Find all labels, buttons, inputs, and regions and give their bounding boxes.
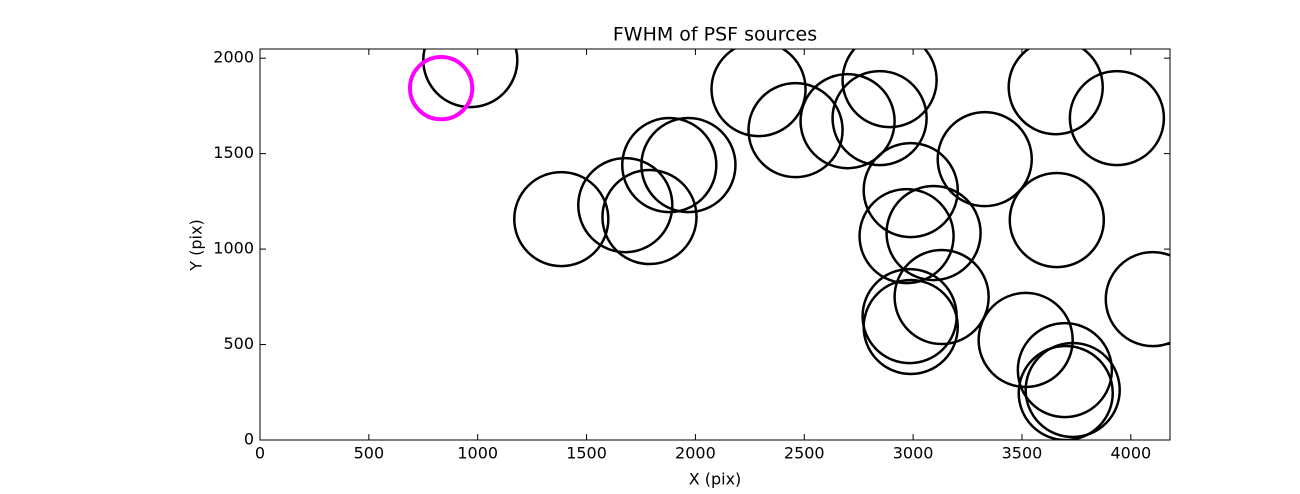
source-circle: [1024, 341, 1121, 439]
plot-area: [407, 49, 1170, 440]
source-circle: [858, 187, 955, 285]
source-circle: [799, 72, 896, 170]
source-circle: [747, 81, 844, 179]
source-circle: [422, 49, 519, 109]
y-tick-label: 0: [244, 430, 254, 449]
source-circle: [831, 69, 928, 167]
y-tick-label: 500: [223, 334, 254, 353]
x-tick-label: 2500: [784, 444, 825, 463]
x-axis-label: X (pix): [689, 470, 742, 489]
source-circle: [577, 156, 674, 254]
source-circle: [1008, 171, 1106, 269]
x-tick-label: 1500: [566, 444, 607, 463]
x-tick-label: 0: [255, 444, 265, 463]
source-circle: [862, 141, 959, 239]
source-circle: [407, 55, 475, 122]
source-circle: [640, 116, 737, 214]
source-circle: [1104, 250, 1170, 348]
source-circle: [1007, 49, 1104, 136]
source-circle: [862, 278, 959, 376]
x-tick-label: 3000: [893, 444, 934, 463]
chart-title: FWHM of PSF sources: [613, 24, 817, 46]
y-axis-label: Y (pix): [187, 219, 206, 271]
x-tick-label: 500: [354, 444, 385, 463]
x-tick-label: 1000: [457, 444, 498, 463]
source-circle: [513, 170, 610, 268]
source-circle: [841, 49, 938, 129]
source-circle: [621, 116, 718, 214]
x-tick-label: 3500: [1002, 444, 1043, 463]
source-circle: [885, 184, 982, 282]
y-tick-label: 2000: [213, 48, 254, 67]
source-circle: [893, 248, 990, 346]
source-circle: [1068, 69, 1166, 167]
source-circle: [710, 49, 807, 138]
source-circle: [1016, 321, 1114, 419]
x-tick-label: 4000: [1110, 444, 1151, 463]
source-circle: [936, 110, 1034, 208]
plot-frame: [259, 48, 1171, 441]
y-tick-label: 1500: [213, 143, 254, 162]
y-tick-label: 1000: [213, 239, 254, 258]
source-circle: [601, 168, 698, 266]
source-circle: [1017, 344, 1114, 440]
x-tick-label: 2000: [675, 444, 716, 463]
